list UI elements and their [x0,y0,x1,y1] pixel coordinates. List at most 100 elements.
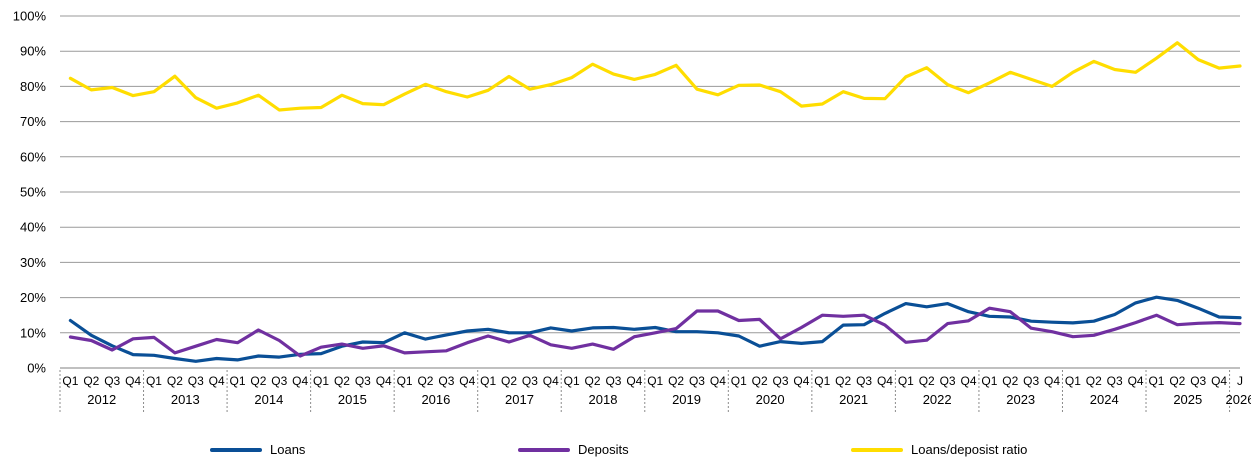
x-tick-label: Q4 [543,374,559,388]
legend-swatch-ratio [851,447,903,452]
x-tick-label: Q2 [167,374,183,388]
series-line-ratio [68,41,1242,112]
y-tick-label: 0% [27,361,46,376]
x-tick-label: Q4 [1128,374,1144,388]
x-tick-label: Q1 [62,374,78,388]
x-tick-label: Q3 [355,374,371,388]
x-tick-label: Q2 [334,374,350,388]
gridlines [60,15,1240,369]
y-tick-label: 100% [13,9,47,24]
x-tick-label: Q3 [1023,374,1039,388]
x-tick-label: Q1 [313,374,329,388]
x-tick-label: Q4 [877,374,893,388]
x-tick-label: Q3 [940,374,956,388]
x-tick-label: Q4 [710,374,726,388]
legend-swatch-deposits [518,447,570,452]
year-label: 2019 [672,392,701,407]
series-line-loans [68,295,1242,363]
y-tick-label: 10% [20,325,46,340]
x-axis: Q1 Q2 Q3 Q4 Q1 Q2 Q3 Q4 Q1 Q2 Q3 Q4 Q1 Q2 Q3 Q4 Q1 Q2 Q3 Q4… [59,370,1251,412]
year-label: 2016 [421,392,450,407]
x-tick-label: Q4 [459,374,475,388]
x-tick-label: Q2 [1086,374,1102,388]
year-label: 2020 [756,392,785,407]
year-label: 2018 [589,392,618,407]
x-tick-label: Q4 [125,374,141,388]
x-tick-label: Q1 [814,374,830,388]
x-tick-label: Q2 [668,374,684,388]
x-tick-label: Q1 [898,374,914,388]
x-tick-label: Q3 [856,374,872,388]
year-label: 2015 [338,392,367,407]
legend-label-loans: Loans [270,442,306,457]
legend-label-ratio: Loans/deposist ratio [911,442,1028,457]
x-tick-label: Q3 [773,374,789,388]
x-tick-label: J [1237,374,1243,388]
legend-swatch-loans [210,447,262,452]
year-label: 2021 [839,392,868,407]
x-tick-label: Q2 [752,374,768,388]
year-label: 2013 [171,392,200,407]
x-tick-label: Q1 [981,374,997,388]
x-tick-label: Q2 [585,374,601,388]
x-tick-label: Q4 [626,374,642,388]
y-axis: 0% 10% 20% 30% 40% 50% 60% 70% 80% 90% 100% [13,9,47,376]
y-tick-label: 80% [20,79,46,94]
x-tick-label: Q3 [188,374,204,388]
y-tick-label: 30% [20,255,46,270]
x-tick-label: Q3 [1190,374,1206,388]
x-tick-label: Q4 [960,374,976,388]
x-tick-label: Q1 [146,374,162,388]
year-label: 2023 [1006,392,1035,407]
year-label: 2026 [1226,392,1251,407]
y-tick-label: 40% [20,220,46,235]
x-tick-label: Q3 [271,374,287,388]
y-tick-label: 60% [20,149,46,164]
x-tick-label: Q4 [292,374,308,388]
x-tick-label: Q1 [647,374,663,388]
x-tick-label: Q2 [835,374,851,388]
x-tick-label: Q1 [480,374,496,388]
year-label: 2017 [505,392,534,407]
x-tick-label: Q2 [1002,374,1018,388]
x-tick-label: Q3 [104,374,120,388]
x-tick-label: Q1 [731,374,747,388]
x-tick-label: Q4 [1211,374,1227,388]
x-tick-label: Q1 [564,374,580,388]
x-tick-label: Q2 [83,374,99,388]
x-tick-label: Q2 [417,374,433,388]
legend-item-loans: Loans [210,442,305,457]
x-tick-label: Q3 [1107,374,1123,388]
x-tick-label: Q3 [438,374,454,388]
year-label: 2025 [1173,392,1202,407]
x-tick-label: Q4 [1044,374,1060,388]
x-tick-label: Q2 [501,374,517,388]
series-lines [68,41,1242,363]
series-line-deposits [68,306,1242,358]
legend-item-deposits: Deposits [518,442,629,457]
x-tick-label: Q3 [522,374,538,388]
x-tick-label: Q1 [397,374,413,388]
legend-item-ratio: Loans/deposist ratio [851,442,1027,457]
y-tick-label: 90% [20,44,46,59]
x-tick-label: Q3 [689,374,705,388]
x-tick-label: Q1 [230,374,246,388]
x-tick-label: Q1 [1065,374,1081,388]
year-label: 2012 [87,392,116,407]
y-tick-label: 20% [20,290,46,305]
year-label: 2014 [254,392,283,407]
x-tick-label: Q4 [209,374,225,388]
x-tick-label: Q4 [793,374,809,388]
x-tick-label: Q2 [250,374,266,388]
x-tick-label: Q2 [919,374,935,388]
year-label: 2024 [1090,392,1119,407]
x-tick-label: Q2 [1169,374,1185,388]
y-tick-label: 70% [20,114,46,129]
x-tick-label: Q1 [1148,374,1164,388]
legend: Loans Deposits Loans/deposist ratio [0,442,1251,464]
x-tick-label: Q4 [376,374,392,388]
year-label: 2022 [923,392,952,407]
legend-label-deposits: Deposits [578,442,629,457]
y-tick-label: 50% [20,185,46,200]
